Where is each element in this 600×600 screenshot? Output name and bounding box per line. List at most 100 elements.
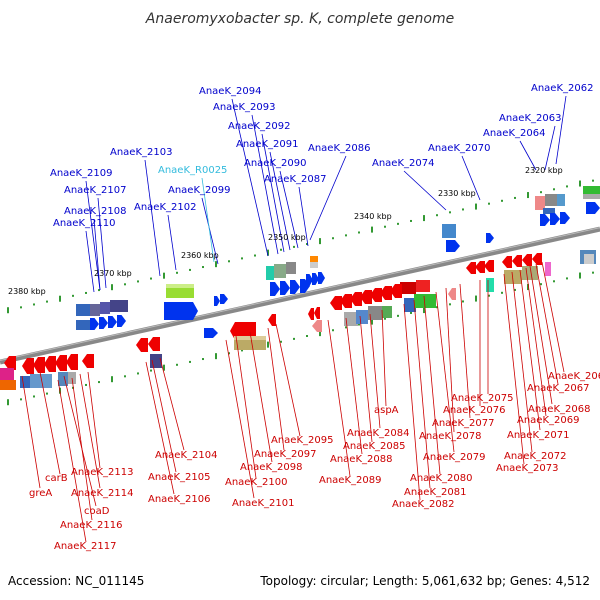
gene-label[interactable]: AnaeK_2102 — [134, 202, 196, 213]
gene-leader-line — [201, 197, 219, 265]
accession-text: Accession: NC_011145 — [8, 574, 144, 588]
gene-leader-line — [345, 317, 363, 455]
gene-label[interactable]: AnaeK_2080 — [410, 473, 472, 484]
gene-label[interactable]: AnaeK_2095 — [271, 435, 333, 446]
gene-label[interactable]: AnaeK_2098 — [240, 462, 302, 473]
gene-label[interactable]: greA — [29, 488, 52, 499]
gene-label[interactable]: AnaeK_2071 — [507, 430, 569, 441]
scale-label: 2380 kbp — [8, 287, 46, 296]
scale-tick — [98, 381, 100, 384]
domain-block — [310, 262, 318, 268]
gene-label[interactable]: AnaeK_2103 — [110, 147, 172, 158]
gene-label[interactable]: AnaeK_2099 — [168, 185, 230, 196]
reverse-gene-arrow — [268, 314, 276, 326]
scale-tick — [85, 383, 87, 386]
scale-tick — [111, 284, 113, 291]
gene-label[interactable]: AnaeK_2076 — [443, 405, 505, 416]
scale-tick — [553, 280, 555, 283]
scale-tick — [72, 294, 74, 297]
reverse-gene-arrow — [522, 254, 532, 266]
domain-block — [344, 312, 358, 326]
gene-label[interactable]: AnaeK_2081 — [404, 487, 466, 498]
gene-label[interactable]: AnaeK_2108 — [64, 206, 126, 217]
scale-tick — [267, 341, 269, 348]
gene-label[interactable]: carB — [45, 473, 68, 484]
gene-label[interactable]: AnaeK_2107 — [64, 185, 126, 196]
gene-label[interactable]: AnaeK_2075 — [451, 393, 513, 404]
gene-label[interactable]: AnaeK_2086 — [308, 143, 370, 154]
gene-label[interactable]: AnaeK_2068 — [528, 404, 590, 415]
scale-tick — [475, 203, 477, 210]
gene-leader-line — [39, 371, 61, 475]
reverse-gene-arrow — [380, 286, 392, 300]
gene-leader-line — [279, 170, 299, 249]
gene-label[interactable]: AnaeK_2077 — [432, 418, 494, 429]
gene-leader-line — [144, 159, 161, 277]
gene-label[interactable]: AnaeK_2097 — [254, 449, 316, 460]
gene-label[interactable]: AnaeK_2110 — [53, 218, 115, 229]
forward-gene-arrow — [280, 281, 290, 295]
gene-label[interactable]: AnaeK_2116 — [60, 520, 122, 531]
gene-label[interactable]: AnaeK_2106 — [148, 494, 210, 505]
gene-label[interactable]: AnaeK_2104 — [155, 450, 217, 461]
gene-leader-line — [235, 335, 257, 479]
gene-label[interactable]: aspA — [374, 405, 399, 416]
reverse-gene-arrow — [350, 292, 362, 306]
gene-label[interactable]: AnaeK_2087 — [264, 174, 326, 185]
gene-label[interactable]: AnaeK_2082 — [392, 499, 454, 510]
gene-label[interactable]: AnaeK_2090 — [244, 158, 306, 169]
gene-leader-line — [541, 261, 565, 373]
gene-leader-line — [275, 323, 301, 437]
gene-label[interactable]: AnaeK_2074 — [372, 158, 434, 169]
gene-label[interactable]: AnaeK_2066 — [548, 371, 600, 382]
scale-tick — [462, 208, 464, 211]
gene-label[interactable]: coaD — [84, 506, 110, 517]
domain-block — [90, 304, 100, 316]
scale-tick — [475, 295, 477, 302]
forward-gene-arrow — [586, 202, 600, 214]
gene-label[interactable]: AnaeK_2094 — [199, 86, 261, 97]
gene-label[interactable]: AnaeK_2117 — [54, 541, 116, 552]
gene-label[interactable]: AnaeK_2109 — [50, 168, 112, 179]
gene-label[interactable]: AnaeK_2067 — [527, 383, 589, 394]
gene-label[interactable]: AnaeK_2073 — [496, 463, 558, 474]
gene-leader-line — [359, 315, 373, 443]
gene-label[interactable]: AnaeK_2100 — [225, 477, 287, 488]
scale-tick — [176, 363, 178, 366]
gene-leader-line — [249, 331, 273, 463]
gene-label[interactable]: AnaeK_2114 — [71, 488, 133, 499]
gene-label[interactable]: AnaeK_2085 — [343, 441, 405, 452]
gene-label[interactable]: AnaeK_2069 — [517, 415, 579, 426]
gene-label[interactable]: AnaeK_2093 — [213, 102, 275, 113]
forward-gene-arrow — [486, 233, 494, 243]
gene-label[interactable]: AnaeK_2092 — [228, 121, 290, 132]
scale-tick — [462, 300, 464, 303]
gene-label[interactable]: AnaeK_2078 — [419, 431, 481, 442]
gene-label[interactable]: AnaeK_2079 — [423, 452, 485, 463]
gene-leader-line — [381, 309, 387, 407]
gene-label[interactable]: AnaeK_2101 — [232, 498, 294, 509]
gene-label[interactable]: AnaeK_2064 — [483, 128, 545, 139]
scale-tick — [566, 185, 568, 188]
gene-label[interactable]: AnaeK_2070 — [428, 143, 490, 154]
gene-label[interactable]: AnaeK_2088 — [330, 454, 392, 465]
gene-label[interactable]: AnaeK_2084 — [347, 428, 409, 439]
gene-label[interactable]: AnaeK_2062 — [531, 83, 593, 94]
reverse-gene-arrow — [390, 284, 402, 298]
gene-label[interactable]: AnaeK_2089 — [319, 475, 381, 486]
scale-tick — [20, 398, 22, 401]
scale-tick — [371, 318, 373, 325]
gene-label[interactable]: AnaeK_2091 — [236, 139, 298, 150]
forward-gene-arrow — [560, 212, 570, 224]
gene-label[interactable]: AnaeK_2072 — [504, 451, 566, 462]
scale-tick — [46, 392, 48, 395]
gene-layer — [0, 186, 600, 390]
gene-label[interactable]: AnaeK_2105 — [148, 472, 210, 483]
forward-gene-arrow — [99, 317, 108, 329]
domain-block — [543, 208, 555, 214]
gene-label[interactable]: AnaeK_R0025 — [158, 165, 227, 176]
gene-label[interactable]: AnaeK_2063 — [499, 113, 561, 124]
scale-tick — [332, 329, 334, 332]
gene-label[interactable]: AnaeK_2113 — [71, 467, 133, 478]
scale-tick — [384, 317, 386, 320]
